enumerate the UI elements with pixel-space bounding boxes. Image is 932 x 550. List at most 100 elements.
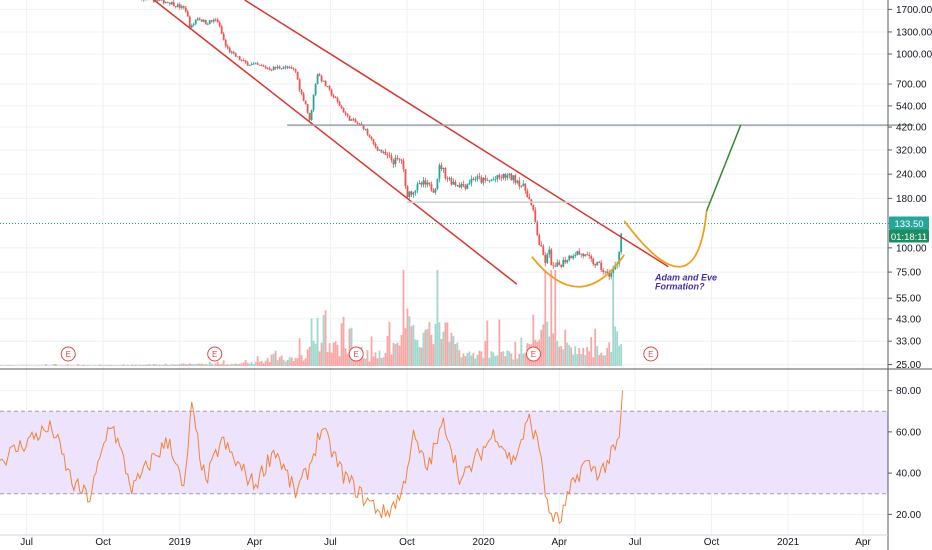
earnings-marker-4[interactable]: E: [643, 346, 659, 362]
candle-body-295: [588, 254, 591, 257]
volume-bar-80: [158, 364, 161, 366]
volume-bar-171: [340, 323, 343, 366]
candle-body-285: [568, 255, 571, 261]
volume-bar-107: [212, 364, 215, 366]
volume-bar-1: [1, 365, 3, 366]
volume-bar-43: [84, 365, 87, 367]
price-tick-label-3: 700.00: [896, 80, 927, 91]
volume-bar-238: [474, 358, 477, 366]
volume-bar-90: [178, 364, 181, 366]
trendline-channel-lower: [153, 0, 518, 285]
earnings-marker-2[interactable]: E: [348, 346, 364, 362]
candle-body-235: [468, 183, 471, 185]
volume-bar-208: [414, 339, 417, 366]
volume-bar-66: [130, 364, 133, 366]
volume-bar-18: [35, 365, 37, 367]
volume-bar-199: [396, 342, 399, 366]
candle-body-205: [408, 191, 411, 197]
candle-body-271: [540, 244, 543, 247]
earnings-marker-3[interactable]: E: [525, 346, 541, 362]
volume-bar-51: [100, 365, 103, 366]
candle-body-173: [344, 112, 347, 114]
volume-bar-286: [570, 347, 573, 366]
candle-body-253: [504, 173, 507, 178]
volume-bar-124: [246, 362, 249, 366]
volume-bar-170: [338, 356, 341, 366]
candle-body-123: [244, 60, 247, 63]
volume-bar-196: [390, 354, 393, 366]
volume-bar-31: [61, 365, 63, 366]
volume-bar-162: [322, 315, 325, 366]
volume-bar-58: [114, 365, 117, 366]
volume-bar-202: [402, 270, 405, 366]
candle-body-177: [352, 119, 355, 121]
candle-body-299: [596, 262, 599, 266]
candle-body-258: [514, 175, 517, 183]
volume-bar-99: [196, 363, 199, 366]
candle-body-170: [338, 101, 341, 106]
volume-bar-42: [82, 364, 85, 366]
volume-bar-287: [572, 354, 575, 366]
candle-body-274: [546, 254, 549, 263]
candle-body-290: [578, 251, 581, 255]
volume-bar-114: [226, 364, 229, 366]
volume-bar-190: [378, 350, 381, 366]
candle-body-280: [558, 262, 561, 265]
price-tick-label-12: 43.00: [896, 314, 921, 325]
volume-bar-168: [334, 341, 337, 366]
earnings-marker-0[interactable]: E: [60, 346, 76, 362]
volume-bar-94: [186, 364, 189, 366]
volume-bar-167: [332, 342, 335, 366]
earnings-marker-1[interactable]: E: [207, 346, 223, 362]
volume-bar-240: [478, 350, 481, 366]
volume-bar-209: [416, 340, 419, 366]
volume-bar-299: [596, 346, 599, 366]
volume-bar-161: [320, 342, 323, 366]
candle-body-146: [290, 67, 293, 69]
volume-bar-186: [370, 336, 373, 366]
volume-bar-192: [382, 357, 385, 366]
candle-body-176: [350, 119, 353, 121]
candle-body-249: [496, 175, 499, 180]
candle-body-306: [610, 272, 613, 277]
volume-bar-56: [110, 365, 113, 366]
volume-bar-189: [376, 358, 379, 366]
candle-body-200: [398, 158, 401, 160]
candle-body-88: [174, 6, 177, 7]
volume-bar-33: [65, 365, 67, 366]
candle-body-259: [516, 180, 519, 183]
volume-bar-22: [43, 365, 45, 366]
volume-bar-138: [274, 350, 277, 366]
drawings: [0, 0, 914, 288]
candle-body-230: [458, 185, 461, 188]
volume-bar-88: [174, 364, 177, 366]
candle-body-257: [512, 175, 515, 181]
volume-bar-60: [118, 365, 121, 366]
volume-bar-284: [566, 342, 569, 366]
volume-bar-48: [94, 365, 97, 366]
candle-body-201: [400, 159, 403, 161]
candle-body-225: [448, 178, 451, 180]
time-tick-label-5: Oct: [399, 537, 415, 548]
volume-bar-85: [168, 365, 171, 366]
candle-body-198: [394, 157, 397, 165]
volume-bar-261: [520, 337, 523, 366]
candle-body-165: [328, 86, 331, 90]
candle-body-112: [222, 33, 225, 40]
volume-bar-218: [434, 323, 437, 366]
volume-bar-241: [480, 351, 483, 366]
candle-body-148: [294, 69, 297, 72]
volume-bar-231: [460, 357, 463, 366]
candle-body-182: [362, 125, 365, 129]
time-tick-label-10: 2021: [777, 537, 800, 548]
volume-bar-176: [350, 327, 353, 366]
earnings-marker-circle-4: [643, 346, 659, 362]
price-tick-label-13: 33.00: [896, 337, 921, 348]
candle-body-238: [474, 179, 477, 181]
volume-bar-132: [262, 363, 265, 366]
earnings-marker-circle-3: [525, 346, 541, 362]
volume-bar-263: [524, 352, 527, 366]
